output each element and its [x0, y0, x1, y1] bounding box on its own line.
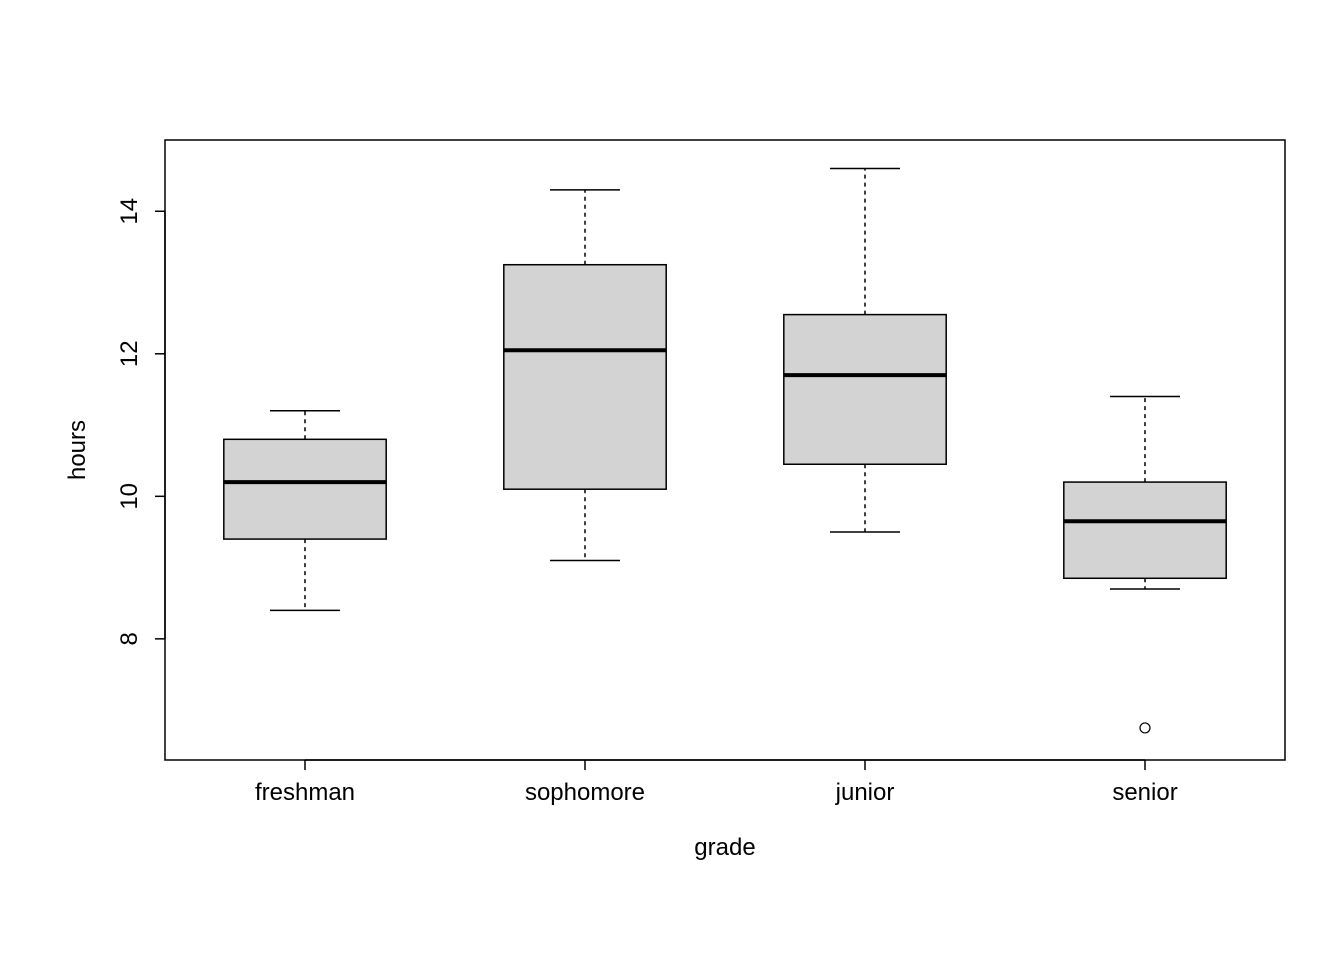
- y-tick-label: 10: [116, 483, 143, 510]
- box-junior: [784, 169, 946, 532]
- x-tick-label: senior: [1112, 779, 1177, 806]
- y-axis-label: hours: [64, 420, 91, 480]
- y-tick-label: 12: [116, 340, 143, 367]
- x-axis-label: grade: [694, 834, 755, 861]
- outlier-point: [1140, 723, 1150, 733]
- box-sophomore: [504, 190, 666, 561]
- box-freshman: [224, 411, 386, 611]
- x-tick-label: sophomore: [525, 779, 645, 806]
- box-senior: [1064, 397, 1226, 733]
- boxplot-chart: 8 10 12 14 freshman sophomore junior senior hour…: [0, 0, 1344, 960]
- x-tick-label: junior: [835, 779, 895, 806]
- y-tick-label: 8: [116, 632, 143, 645]
- x-tick-label: freshman: [255, 779, 355, 806]
- y-tick-label: 14: [116, 198, 143, 225]
